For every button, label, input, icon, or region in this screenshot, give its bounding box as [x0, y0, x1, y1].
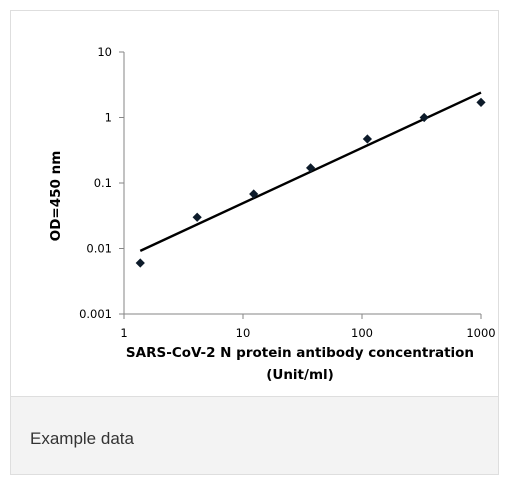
- y-tick-label: 0.1: [94, 176, 112, 190]
- y-tick-label: 0.001: [79, 307, 112, 321]
- caption-panel: Example data: [11, 397, 498, 474]
- chart-points: [135, 97, 486, 268]
- image-caption: Example data: [30, 429, 134, 448]
- x-axis-label-line2: (Unit/ml): [266, 367, 334, 383]
- y-tick-label: 10: [97, 45, 112, 59]
- x-tick-label: 10: [236, 326, 251, 340]
- od-standard-curve-chart: 10 1 0.1 0.01 0.001 1 10 100 1000 SARS-CoV-2 N p…: [48, 45, 496, 383]
- data-point-diamond: [192, 212, 202, 222]
- data-point-diamond: [306, 163, 316, 173]
- y-axis-label: OD=450 nm: [48, 151, 64, 242]
- data-point-diamond: [135, 258, 145, 268]
- y-tick-label: 1: [105, 111, 112, 125]
- x-tick-label: 100: [351, 326, 373, 340]
- y-tick-label: 0.01: [86, 242, 112, 256]
- x-tick-label: 1: [120, 326, 127, 340]
- x-axis-label-line1: SARS-CoV-2 N protein antibody concentrat…: [126, 345, 474, 361]
- data-point-diamond: [362, 134, 372, 144]
- data-point-diamond: [249, 189, 259, 199]
- chart-panel: 10 1 0.1 0.01 0.001 1 10 100 1000 SARS-CoV-2 N p…: [11, 11, 498, 397]
- data-point-diamond: [476, 97, 486, 108]
- x-tick-label: 1000: [466, 326, 495, 340]
- chart-tick-labels: 10 1 0.1 0.01 0.001 1 10 100 1000: [79, 45, 496, 340]
- data-point-diamond: [419, 112, 429, 123]
- chart-axes: [119, 51, 482, 319]
- product-image-card: 10 1 0.1 0.01 0.001 1 10 100 1000 SARS-CoV-2 N p…: [10, 10, 499, 475]
